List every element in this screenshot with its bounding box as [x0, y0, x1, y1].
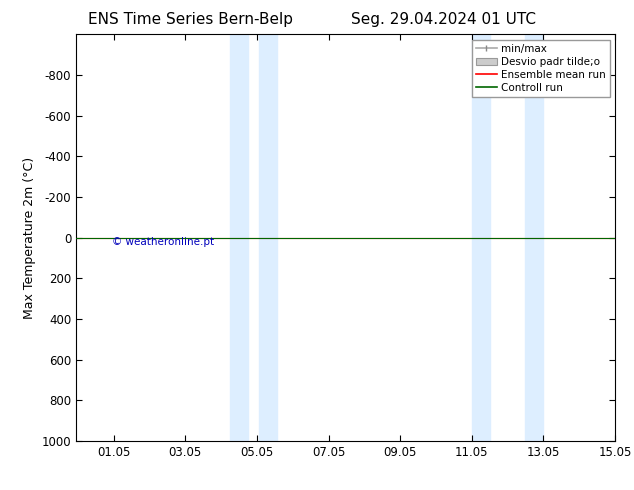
Bar	[259, 34, 276, 441]
Bar	[230, 34, 248, 441]
Text: © weatheronline.pt: © weatheronline.pt	[112, 237, 214, 247]
Legend: min/max, Desvio padr tilde;o, Ensemble mean run, Controll run: min/max, Desvio padr tilde;o, Ensemble m…	[472, 40, 610, 97]
Text: Seg. 29.04.2024 01 UTC: Seg. 29.04.2024 01 UTC	[351, 12, 536, 27]
Bar	[472, 34, 489, 441]
Y-axis label: Max Temperature 2m (°C): Max Temperature 2m (°C)	[23, 157, 36, 318]
Text: ENS Time Series Bern-Belp: ENS Time Series Bern-Belp	[87, 12, 293, 27]
Bar	[526, 34, 543, 441]
